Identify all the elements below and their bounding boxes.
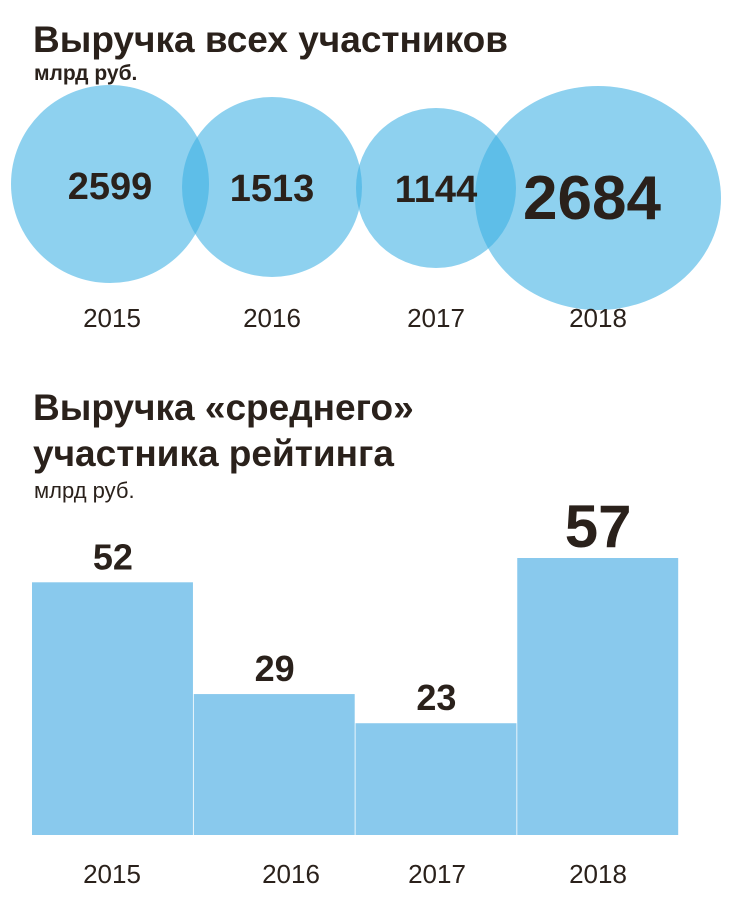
bubble-year-label: 2017 <box>407 303 465 333</box>
bubble-value-label: 2684 <box>523 164 661 233</box>
bar-2015 <box>32 582 193 835</box>
bar-value-label: 29 <box>255 648 295 689</box>
bubble-value-label: 1513 <box>230 168 315 210</box>
bubble-group <box>11 85 721 310</box>
bubble-value-label: 2599 <box>68 166 153 208</box>
bar-year-label: 2017 <box>408 859 466 889</box>
bar-group <box>32 558 679 835</box>
bar-chart-unit: млрд руб. <box>34 478 135 503</box>
bar-2017 <box>355 723 517 835</box>
bubble-2017 <box>356 108 516 268</box>
bubble-2015 <box>11 85 209 283</box>
bar-year-label: 2016 <box>262 859 320 889</box>
bubble-chart-title: Выручка всех участников <box>33 19 508 60</box>
bubble-chart-unit: млрд руб. <box>34 62 137 85</box>
bar-chart-title-line-1: Выручка «среднего» <box>33 387 414 428</box>
bar-labels: 52 2015 29 2016 23 2017 57 2018 <box>83 493 631 889</box>
bar-value-label: 57 <box>565 493 632 560</box>
bubble-value-label: 1144 <box>395 169 477 211</box>
bar-2018 <box>517 558 679 835</box>
bubble-2016 <box>182 97 362 277</box>
bar-value-label: 52 <box>93 536 133 577</box>
bar-value-label: 23 <box>416 677 456 718</box>
bar-year-label: 2018 <box>569 859 627 889</box>
bar-year-label: 2015 <box>83 859 141 889</box>
bubble-2018 <box>475 86 721 310</box>
bar-chart-title-line-2: участника рейтинга <box>33 433 394 474</box>
bubble-year-label: 2015 <box>83 303 141 333</box>
bubble-year-label: 2018 <box>569 303 627 333</box>
bubble-year-label: 2016 <box>243 303 301 333</box>
bar-2016 <box>193 694 355 835</box>
bubble-labels: 2599 2015 1513 2016 1144 2017 2684 2018 <box>68 164 662 333</box>
